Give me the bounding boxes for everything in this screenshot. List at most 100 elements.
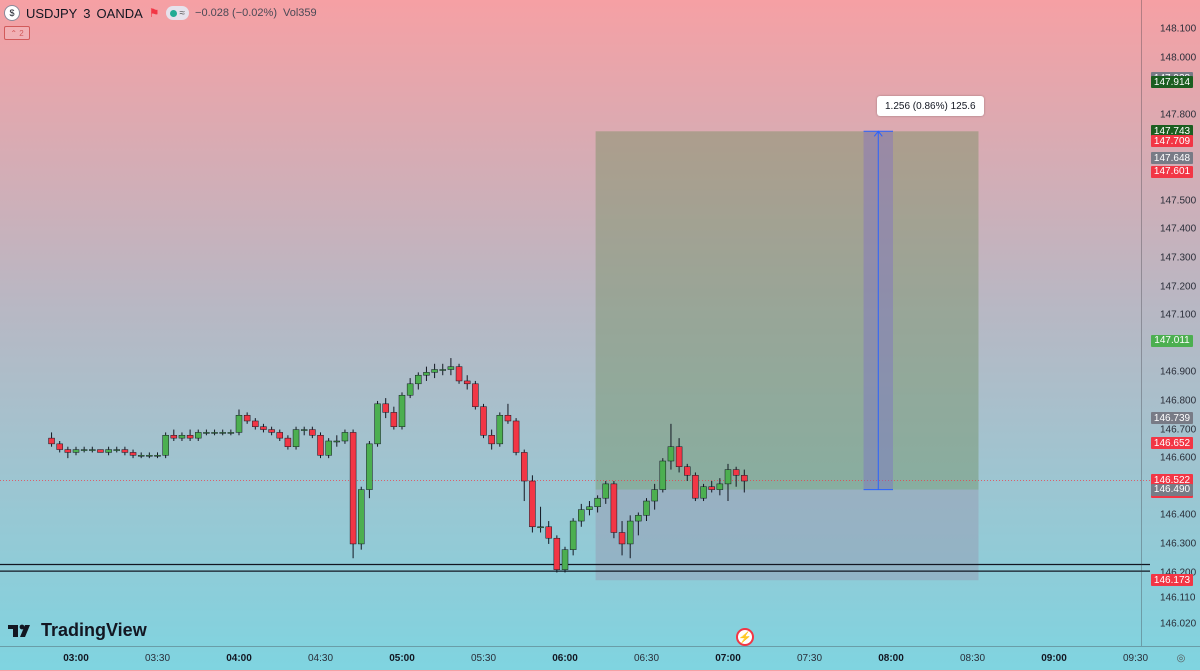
candle-body [366,443,373,490]
candle-body [341,432,349,442]
candle-body [537,526,544,529]
price-tick: 148.000 [1160,52,1197,64]
candle-body [398,394,406,427]
candle-body [602,483,609,499]
candle-series[interactable] [48,358,748,573]
candle-body [724,469,732,485]
candle-body [635,515,642,522]
candle-body [178,435,186,439]
tradingview-logo[interactable]: TradingView [8,620,147,641]
price-label-value: 147.601 [1153,166,1191,178]
candle-body [309,429,316,436]
candle-body [276,432,283,439]
price-tick: 147.200 [1160,281,1197,293]
volume-value: 359 [298,7,317,19]
horizontal-lines[interactable] [0,479,1150,572]
price-label-value: 147.743 [1153,125,1191,137]
measure-tooltip: 1.256 (0.86%) 125.6 [877,96,984,116]
candle-body [252,420,259,427]
collapse-legend-button[interactable]: ⌃ 2 [4,26,30,40]
price-tick: 147.800 [1160,109,1197,121]
time-axis[interactable] [0,646,1200,671]
time-label: 06:30 [633,653,660,664]
price-tick: 146.400 [1160,509,1197,521]
time-label: 09:30 [1122,653,1149,664]
candle-body [300,429,308,431]
price-scale[interactable] [1141,0,1200,646]
time-label: 03:30 [144,653,171,664]
price-label: 147.648 [1151,152,1193,165]
candle-body [195,432,202,439]
symbol-legend[interactable]: $ USDJPY 3 OANDA ⚑ ≈ −0.028 (−0.02%) Vol… [4,4,317,22]
candle-body [406,383,414,396]
price-label-value: 146.522 [1153,475,1191,487]
candle-body [382,403,389,413]
candle-body [667,446,675,462]
time-label: 07:00 [715,653,741,664]
candle-body [358,489,365,545]
candle-body [504,415,512,422]
price-label-value: 146.739 [1153,412,1191,424]
interval-value[interactable]: 3 [83,5,91,21]
candle-body [455,366,463,382]
candle-body [80,449,88,451]
candle-body [675,446,683,467]
price-label-value: 146.490 [1153,484,1191,496]
exchange-name: OANDA [96,5,143,21]
chart-settings-icon[interactable]: ◎ [1176,652,1186,664]
bolt-icon[interactable]: ⚡ [736,628,754,646]
long-position-tool[interactable] [595,131,979,581]
candle-body [700,486,707,499]
price-label: 147.601 [1151,165,1193,178]
time-label: 07:30 [796,653,823,664]
market-open-dot-icon [169,9,177,17]
candle-body [284,437,292,447]
candle-body [480,406,487,436]
market-status-pill[interactable]: ≈ [165,6,190,20]
price-tick: 147.100 [1160,309,1197,321]
candle-body [268,429,275,433]
candle-body [684,466,691,476]
candle-body [227,432,235,434]
candle-body [626,520,634,545]
time-label: 06:00 [552,653,578,664]
price-tick: 146.800 [1160,395,1197,407]
price-tick: 146.700 [1160,424,1197,436]
candle-body [431,369,438,373]
time-label: 08:00 [878,653,904,664]
flag-icon[interactable]: ⚑ [148,6,160,20]
measure-arrow-head [873,130,883,137]
candle-body [333,440,341,443]
candle-body [610,483,618,533]
candle-body [260,426,267,430]
time-label: 05:00 [389,653,415,664]
candle-body [211,432,218,434]
price-range-measure[interactable] [863,130,893,491]
candle-body [553,537,561,570]
price-label: 146.173 [1151,574,1193,587]
candle-body [561,549,569,570]
candle-body [129,452,137,456]
time-label: 09:00 [1041,653,1067,664]
candle-body [488,435,495,445]
candle-body [89,449,96,451]
candle-body [463,380,471,385]
price-label: 146.739 [1151,412,1193,425]
price-tick: 146.600 [1160,452,1197,464]
candle-body [569,520,577,550]
candle-body [472,383,479,407]
price-tick: 146.200 [1160,567,1197,579]
candle-body [219,432,226,434]
candle-body [732,469,740,476]
candle-body [146,455,153,457]
price-label-value: 146.652 [1153,437,1191,449]
candle-body [48,437,55,445]
symbol-name[interactable]: USDJPY [26,5,78,21]
candle-body [741,475,748,482]
brand-name: TradingView [41,620,147,640]
price-label-value: 147.709 [1153,135,1191,147]
price-label: 146.652 [1151,437,1193,450]
price-label: 146.490 [1151,483,1193,496]
candle-body [643,500,650,516]
